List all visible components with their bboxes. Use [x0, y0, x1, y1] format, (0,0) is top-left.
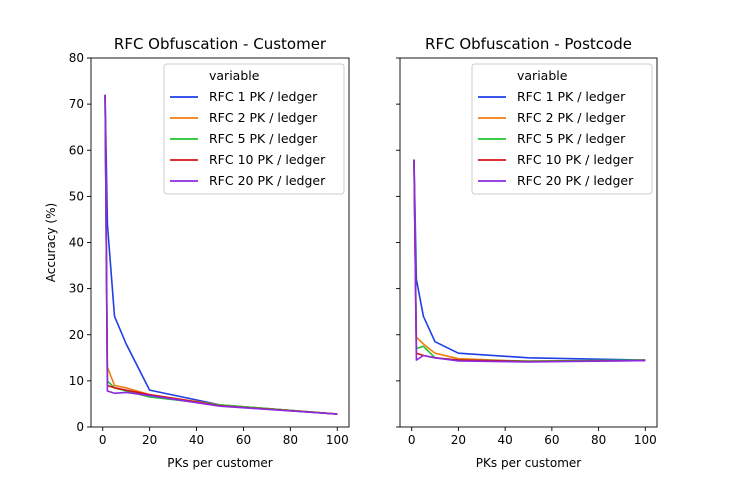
legend-entry: RFC 20 PK / ledger: [209, 173, 326, 188]
legend-entry: RFC 10 PK / ledger: [209, 152, 326, 167]
x-tick-label: 100: [326, 433, 349, 447]
x-tick-label: 0: [99, 433, 107, 447]
legend-entry: RFC 2 PK / ledger: [517, 110, 626, 125]
legend-title: variable: [517, 68, 568, 83]
legend: variable RFC 1 PK / ledger RFC 2 PK / ledg…: [471, 63, 653, 195]
legend-box: [471, 63, 653, 195]
x-tick-label: 100: [634, 433, 657, 447]
legend-box: [163, 63, 345, 195]
x-tick-label: 40: [497, 433, 512, 447]
legend-title: variable: [209, 68, 260, 83]
legend-entry: RFC 2 PK / ledger: [209, 110, 318, 125]
y-tick-label: 80: [69, 51, 84, 65]
legend-entry: RFC 20 PK / ledger: [517, 173, 634, 188]
y-tick-label: 40: [69, 236, 84, 250]
legend-entry: RFC 5 PK / ledger: [209, 131, 318, 146]
chart-title: RFC Obfuscation - Customer: [114, 35, 327, 53]
series-line-5: [104, 94, 338, 415]
x-tick-label: 40: [189, 433, 204, 447]
legend-entry: RFC 1 PK / ledger: [517, 89, 626, 104]
x-tick-label: 20: [142, 433, 157, 447]
legend-entry: RFC 5 PK / ledger: [517, 131, 626, 146]
legend-entry: RFC 1 PK / ledger: [209, 89, 318, 104]
y-tick-label: 30: [69, 282, 84, 296]
x-axis-label: PKs per customer: [476, 456, 581, 470]
series-line-5: [413, 159, 646, 363]
x-tick-label: 20: [451, 433, 466, 447]
x-tick-label: 80: [283, 433, 298, 447]
y-axis-label: Accuracy (%): [44, 203, 58, 282]
legend-entry: RFC 10 PK / ledger: [517, 152, 634, 167]
x-tick-label: 80: [591, 433, 606, 447]
subplot-2: 0 20 40 60 80 100 RFC Obfuscation - Postcode PK…: [396, 35, 658, 470]
y-tick-label: 0: [76, 420, 84, 434]
x-axis-label: PKs per customer: [167, 456, 272, 470]
subplot-1: 0 20 40 60 80 100 0 10 20 30 40 50 60 70 80 RFC Obfusca…: [44, 35, 350, 470]
chart-title: RFC Obfuscation - Postcode: [425, 35, 632, 53]
x-tick-label: 0: [408, 433, 416, 447]
y-tick-label: 70: [69, 97, 84, 111]
y-tick-label: 50: [69, 189, 84, 203]
x-tick-label: 60: [236, 433, 251, 447]
y-tick-label: 60: [69, 143, 84, 157]
y-tick-label: 20: [69, 328, 84, 342]
x-tick-label: 60: [544, 433, 559, 447]
y-tick-label: 10: [69, 374, 84, 388]
legend: variable RFC 1 PK / ledger RFC 2 PK / ledg…: [163, 63, 345, 195]
